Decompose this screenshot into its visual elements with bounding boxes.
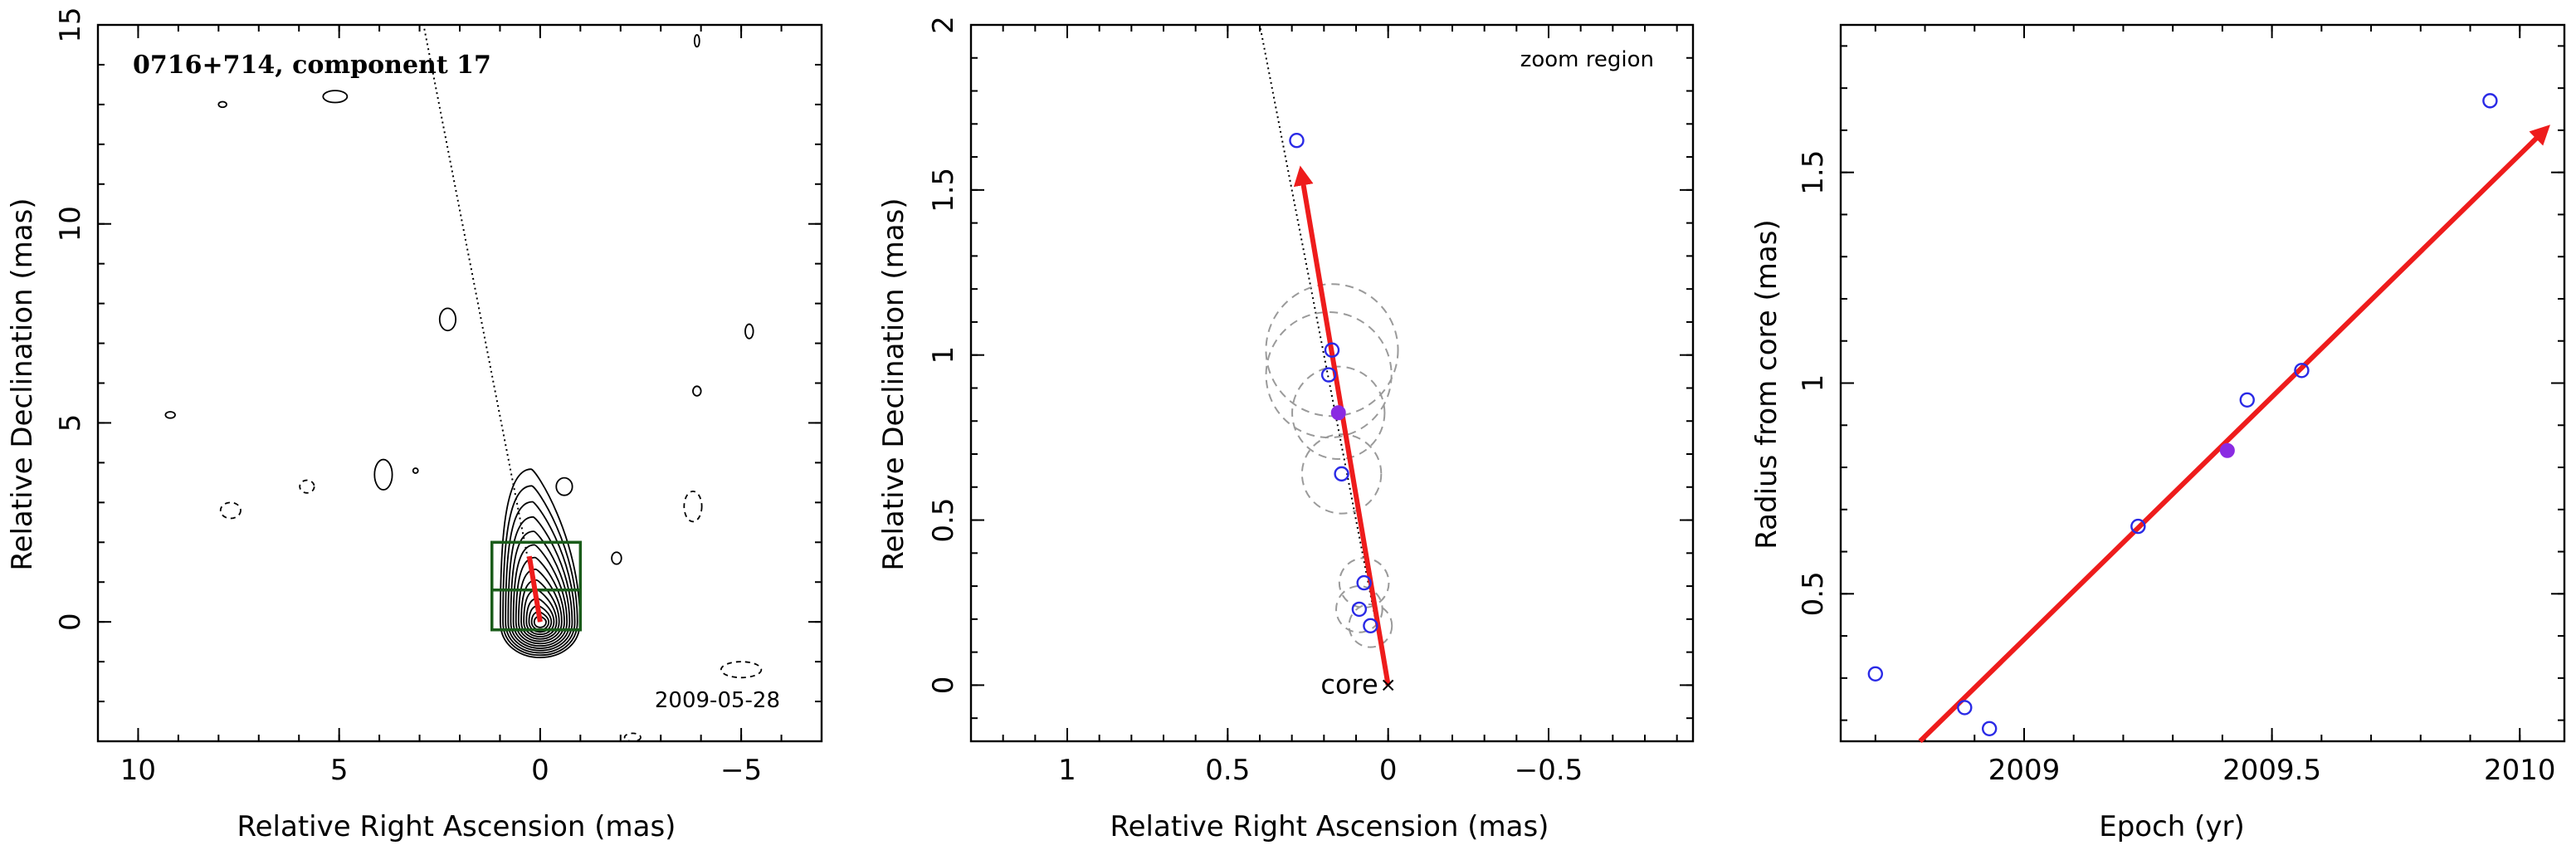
component-size-circle [1335,585,1383,633]
component-size-circle [1291,365,1386,460]
core-label: core [1320,668,1378,700]
radius-data-point [1867,666,1884,682]
component-position-point [1334,466,1349,482]
radius-epoch-panel: 2009 2009.5 2010 0.5 1 1.5 Epoch (yr) Radius … [1750,23,2566,843]
contour-map-x-tick-label: −5 [720,754,762,787]
positive-contour [438,307,457,332]
contour-map-plot-area: 10 5 0 −5 0 5 10 15 [54,7,823,787]
negative-contour [683,491,703,523]
positive-contour [412,467,419,474]
negative-contour [299,479,315,494]
core-contour [517,568,563,642]
zoom-region-y-tick-label: 2 [927,16,960,34]
core-contour [502,485,578,657]
component-position-point [1356,574,1372,591]
zoom-region-y-tick-label: 1 [927,346,960,364]
zoom-region-x-tick-label: −0.5 [1515,754,1583,787]
core-contour [515,556,565,645]
core-marker [1382,679,1394,691]
radius-epoch-x-axis-label: Epoch (yr) [2099,810,2245,843]
positive-contour [164,411,176,419]
core-contour [512,544,568,647]
radius-data-point [2130,518,2146,535]
motion-vector [1293,165,1391,686]
observation-date-label: 2009-05-28 [655,688,780,713]
contour-map-title: 0716+714, component 17 [133,51,491,80]
contour-map-x-tick-label: 10 [120,754,156,787]
component-position-point [1324,342,1340,358]
zoom-region-plot-area: 1 0.5 0 −0.5 0 0.5 1 1.5 2 core [927,16,1695,787]
core-contour [523,589,558,638]
zoom-region-x-tick-label: 1 [1058,754,1076,787]
core-contour [525,598,555,635]
component-position-point [1351,601,1368,618]
contour-map-x-tick-label: 5 [330,754,349,787]
jet-direction-line [422,24,541,623]
negative-contour [623,732,642,742]
zoom-region-y-axis-label: Relative Declination (mas) [877,198,910,570]
positive-contour [693,34,700,48]
zoom-region-box [490,540,583,632]
radius-epoch-x-tick-label: 2009.5 [2222,754,2321,787]
component-size-circle [1265,310,1393,439]
radius-epoch-x-tick-label: 2009 [1988,754,2061,787]
core-contour [499,468,581,658]
contour-map-x-axis-label: Relative Right Ascension (mas) [237,810,676,843]
motion-vector [526,555,543,623]
contour-map-y-tick-label: 15 [54,7,87,42]
positive-contour [692,385,702,397]
linear-fit-vector [1918,125,2550,744]
positive-contour [322,90,349,104]
positive-contour [611,551,622,565]
zoom-region-y-tick-label: 0.5 [927,498,960,543]
negative-contour [219,501,242,520]
zoom-region-x-tick-label: 0.5 [1205,754,1250,787]
radius-data-point [2294,363,2310,379]
component-position-point [1363,618,1378,634]
core-contour [533,615,547,628]
radius-epoch-y-tick-label: 1.5 [1797,150,1830,195]
core-contour [510,530,571,649]
zoom-region-title: zoom region [1520,47,1654,72]
contour-map-y-tick-label: 5 [54,414,87,432]
component-size-circle [1338,557,1390,608]
contour-map-x-tick-label: 0 [531,754,549,787]
component-position-point [1289,132,1305,149]
positive-contour [555,476,573,496]
contour-map-y-axis-label: Relative Declination (mas) [6,198,39,570]
radius-epoch-y-tick-label: 0.5 [1797,571,1830,616]
radius-data-point [1981,721,1998,736]
zoom-region-y-tick-label: 0 [927,677,960,695]
contour-map-y-tick-label: 10 [54,206,87,242]
zoom-region-y-tick-label: 1.5 [927,168,960,213]
zoom-region-x-tick-label: 0 [1379,754,1398,787]
zoom-region-panel: 1 0.5 0 −0.5 0 0.5 1 1.5 2 core zoom region Relat… [877,16,1695,843]
component-size-circle [1300,433,1383,515]
radius-data-point [2482,93,2498,109]
radius-epoch-axes-frame [1839,23,2566,743]
negative-contour [720,661,763,679]
positive-contour [217,100,227,109]
zoom-region-axes-frame [969,23,1695,743]
contour-map-axes-frame [96,23,823,743]
positive-contour [744,323,754,340]
radius-data-point [2239,392,2255,408]
core-contour [507,515,573,652]
positive-contour [373,458,393,491]
radius-data-point [1957,700,1973,716]
contour-map-y-tick-label: 0 [54,613,87,631]
current-epoch-point [2219,442,2235,458]
radius-epoch-y-axis-label: Radius from core (mas) [1750,219,1783,549]
component-size-circle [1348,603,1393,648]
contour-map-panel: 10 5 0 −5 0 5 10 15 0716+714, component 17 2009… [6,7,823,843]
radius-epoch-x-tick-label: 2010 [2484,754,2556,787]
radius-epoch-plot-area: 2009 2009.5 2010 0.5 1 1.5 [1797,23,2566,787]
radius-epoch-y-tick-label: 1 [1797,374,1830,393]
current-epoch-point [1330,405,1346,421]
core-contour [528,604,553,633]
component-position-point [1320,367,1337,383]
zoom-region-x-axis-label: Relative Right Ascension (mas) [1110,810,1549,843]
